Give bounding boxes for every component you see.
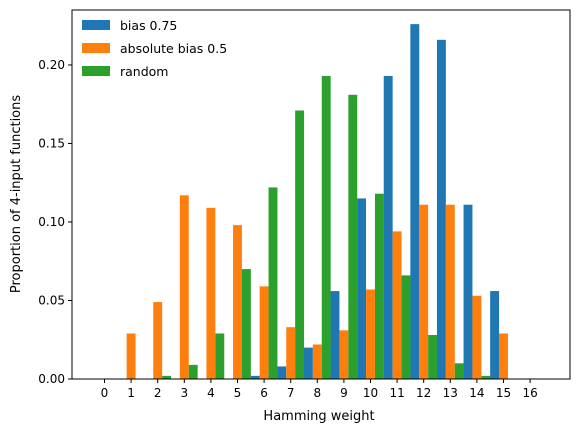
y-tick-label: 0.20 [38, 58, 65, 72]
bar-2-3 [188, 364, 198, 379]
x-tick-label: 16 [522, 386, 537, 400]
bar-0-9 [330, 291, 340, 379]
bar-2-13 [454, 363, 464, 379]
x-axis: 0 1 2 3 4 5 6 7 8 9 10 11 12 13 14 15 16 [101, 379, 538, 400]
legend-label: random [120, 64, 168, 79]
bar-1-6 [259, 286, 269, 379]
bar-1-8 [312, 344, 322, 379]
bar-0-12 [410, 24, 420, 379]
y-tick-label: 0.15 [38, 136, 65, 150]
bar-0-8 [303, 347, 313, 379]
x-tick-label: 2 [154, 386, 162, 400]
bar-1-13 [445, 204, 455, 379]
y-tick-label: 0.00 [38, 372, 65, 386]
x-tick-label: 8 [313, 386, 321, 400]
legend-label: absolute bias 0.5 [120, 41, 227, 56]
legend-label: bias 0.75 [120, 18, 177, 33]
y-axis: 0.00 0.05 0.10 0.15 0.20 [38, 58, 72, 386]
bar-2-11 [401, 275, 411, 379]
bar-1-9 [339, 330, 349, 379]
bar-0-6 [250, 375, 260, 379]
plot-frame [71, 9, 571, 380]
bar-1-10 [366, 289, 375, 379]
bar-1-15 [499, 333, 508, 379]
x-tick-label: 9 [340, 386, 348, 400]
bar-1-12 [419, 204, 429, 379]
x-tick-label: 15 [496, 386, 511, 400]
legend: bias 0.75 absolute bias 0.5 random [82, 18, 227, 79]
bars-layer [126, 24, 517, 380]
legend-swatch [82, 43, 110, 53]
bar-2-4 [215, 333, 225, 379]
x-tick-label: 1 [127, 386, 135, 400]
bar-1-14 [472, 295, 482, 379]
bar-1-4 [206, 207, 216, 379]
x-tick-label: 10 [363, 386, 378, 400]
bar-2-14 [481, 375, 491, 379]
y-tick-label: 0.05 [38, 293, 65, 307]
bar-2-12 [428, 335, 438, 379]
x-axis-label: Hamming weight [263, 409, 374, 424]
bar-1-3 [179, 195, 189, 379]
bar-2-9 [348, 94, 358, 379]
x-tick-label: 13 [443, 386, 458, 400]
bar-1-1 [126, 333, 136, 379]
y-tick-label: 0.10 [38, 215, 65, 229]
x-tick-label: 6 [260, 386, 268, 400]
x-tick-label: 3 [180, 386, 188, 400]
bar-1-2 [153, 302, 163, 379]
bar-1-11 [392, 231, 402, 379]
bar-0-15 [490, 291, 500, 379]
bar-2-8 [321, 75, 331, 379]
x-tick-label: 0 [101, 386, 109, 400]
legend-swatch [82, 66, 110, 76]
x-tick-label: 7 [287, 386, 295, 400]
bar-2-5 [241, 269, 251, 379]
bar-0-13 [436, 39, 446, 379]
x-tick-label: 11 [389, 386, 404, 400]
bar-2-7 [295, 110, 305, 380]
x-tick-label: 4 [207, 386, 215, 400]
bar-1-7 [286, 327, 296, 379]
bar-0-11 [383, 75, 393, 379]
bar-0-14 [463, 204, 473, 379]
y-axis-label: Proportion of 4-input functions [9, 95, 24, 294]
legend-swatch [82, 20, 110, 30]
x-tick-label: 14 [469, 386, 484, 400]
bar-2-10 [374, 193, 384, 379]
x-tick-label: 5 [234, 386, 242, 400]
bar-2-6 [268, 187, 278, 379]
x-tick-label: 12 [416, 386, 431, 400]
bar-1-5 [233, 225, 242, 379]
bar-0-10 [357, 198, 367, 379]
bar-0-7 [277, 366, 287, 379]
bar-2-2 [162, 375, 172, 379]
